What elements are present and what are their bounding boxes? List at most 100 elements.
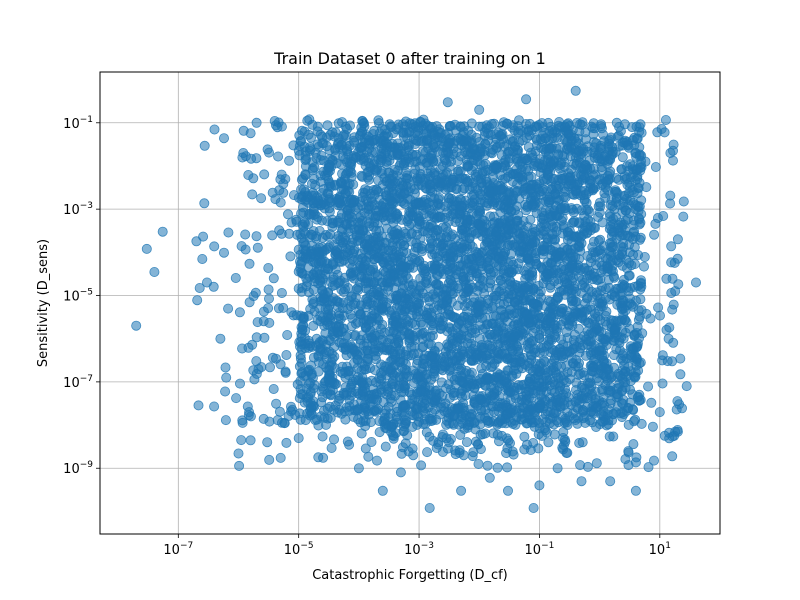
data-point xyxy=(624,270,635,281)
data-point xyxy=(643,381,654,392)
data-point xyxy=(422,447,433,458)
data-point xyxy=(250,287,261,298)
data-point xyxy=(537,311,548,322)
data-point xyxy=(616,164,627,175)
data-point xyxy=(268,383,279,394)
data-point xyxy=(198,231,209,242)
data-point xyxy=(386,354,397,365)
data-point xyxy=(426,320,437,331)
data-point xyxy=(286,217,297,228)
data-point xyxy=(313,452,324,463)
data-point xyxy=(285,251,296,262)
data-point xyxy=(288,310,299,321)
data-point xyxy=(570,414,581,425)
data-point xyxy=(244,258,255,269)
data-point xyxy=(303,197,314,208)
data-point xyxy=(376,165,387,176)
data-point xyxy=(248,173,259,184)
data-point xyxy=(429,142,440,153)
data-point xyxy=(263,284,274,295)
data-point xyxy=(483,186,494,197)
data-point xyxy=(571,136,582,147)
data-point xyxy=(575,343,586,354)
data-point xyxy=(536,392,547,403)
data-point xyxy=(459,326,470,337)
data-point xyxy=(516,394,527,405)
data-point xyxy=(317,285,328,296)
data-point xyxy=(306,178,317,189)
data-point xyxy=(618,295,629,306)
data-point xyxy=(218,133,229,144)
data-point xyxy=(501,378,512,389)
data-point xyxy=(318,155,329,166)
data-point xyxy=(410,199,421,210)
data-point xyxy=(311,196,322,207)
data-point xyxy=(523,171,534,182)
data-point xyxy=(251,231,262,242)
data-point xyxy=(655,310,666,321)
data-point xyxy=(482,460,493,471)
data-point xyxy=(342,436,353,447)
data-point xyxy=(586,390,597,401)
data-point xyxy=(429,353,440,364)
data-point xyxy=(609,362,620,373)
data-point xyxy=(469,394,480,405)
data-point xyxy=(563,118,574,129)
data-point xyxy=(372,252,383,263)
data-point xyxy=(374,373,385,384)
data-point xyxy=(357,386,368,397)
data-point xyxy=(385,141,396,152)
data-point xyxy=(636,209,647,220)
data-point xyxy=(453,419,464,430)
data-point xyxy=(522,200,533,211)
data-point xyxy=(447,338,458,349)
data-point xyxy=(249,374,260,385)
data-point xyxy=(526,354,537,365)
data-point xyxy=(673,279,684,290)
data-point xyxy=(437,431,448,442)
data-point xyxy=(488,178,499,189)
data-point xyxy=(566,164,577,175)
data-point xyxy=(389,227,400,238)
data-point xyxy=(199,140,210,151)
data-point xyxy=(404,299,415,310)
data-point xyxy=(594,207,605,218)
data-point xyxy=(608,431,619,442)
data-point xyxy=(525,214,536,225)
data-point xyxy=(412,242,423,253)
data-point xyxy=(476,351,487,362)
data-point xyxy=(267,187,278,198)
data-point xyxy=(406,341,417,352)
data-point xyxy=(608,409,619,420)
data-point xyxy=(605,200,616,211)
data-point xyxy=(508,264,519,275)
data-point xyxy=(295,263,306,274)
data-point xyxy=(582,227,593,238)
data-point xyxy=(470,169,481,180)
data-point xyxy=(560,186,571,197)
data-point xyxy=(376,123,387,134)
data-point xyxy=(630,371,641,382)
data-point xyxy=(547,258,558,269)
data-point xyxy=(345,366,356,377)
data-point xyxy=(417,378,428,389)
data-point xyxy=(442,264,453,275)
data-point xyxy=(387,180,398,191)
data-point xyxy=(240,229,251,240)
data-point xyxy=(570,296,581,307)
data-point xyxy=(371,225,382,236)
data-point xyxy=(657,378,668,389)
data-point xyxy=(454,359,465,370)
data-point xyxy=(274,406,285,417)
data-point xyxy=(561,136,572,147)
data-point xyxy=(397,260,408,271)
data-point xyxy=(523,318,534,329)
data-point xyxy=(525,373,536,384)
data-point xyxy=(270,353,281,364)
data-point xyxy=(282,209,293,220)
data-point xyxy=(347,343,358,354)
data-point xyxy=(296,208,307,219)
data-point xyxy=(641,182,652,193)
data-point xyxy=(594,197,605,208)
data-point xyxy=(230,272,241,283)
